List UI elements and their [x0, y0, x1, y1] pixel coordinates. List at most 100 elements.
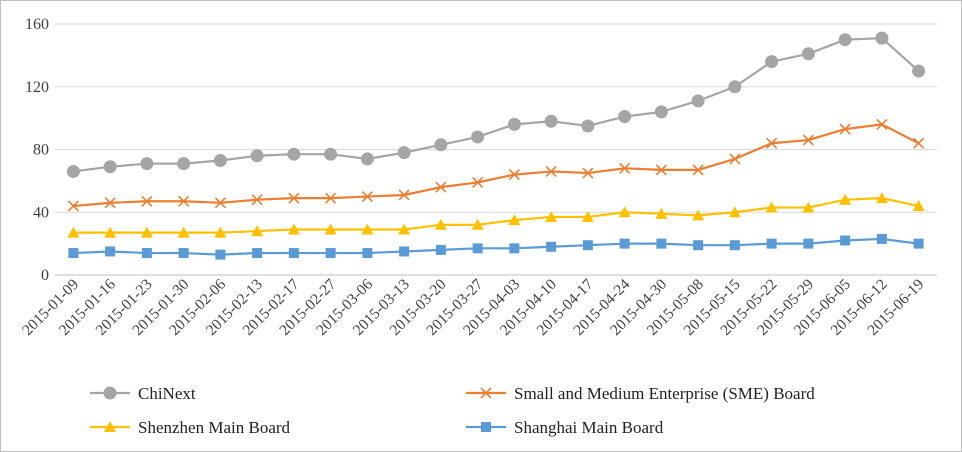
data-point [214, 197, 226, 209]
data-point [68, 248, 79, 259]
legend-marker [103, 386, 117, 400]
y-tick-label: 160 [25, 16, 49, 33]
data-point [104, 197, 116, 209]
data-point [177, 157, 191, 171]
legend: ChiNext Small and Medium Enterprise (SME)… [90, 384, 815, 437]
axes: 040801201602015-01-092015-01-162015-01-2… [19, 16, 937, 339]
data-point [104, 226, 117, 238]
data-point [105, 246, 116, 257]
legend-marker [480, 387, 492, 399]
data-point [435, 181, 447, 193]
series-chinext [66, 31, 926, 178]
series-line [73, 37, 920, 173]
data-point [875, 31, 889, 45]
y-tick-label: 0 [41, 267, 49, 284]
data-point [803, 238, 814, 249]
data-point [250, 149, 264, 163]
data-point [251, 194, 263, 206]
data-point [619, 162, 631, 174]
y-tick-label: 40 [33, 204, 49, 221]
legend-marker [104, 421, 116, 432]
data-point [618, 206, 631, 218]
data-point [656, 238, 667, 249]
data-point [692, 209, 705, 221]
data-point [765, 201, 778, 213]
data-point [691, 94, 705, 108]
data-point [838, 33, 852, 47]
legend-item: Small and Medium Enterprise (SME) Board [466, 384, 815, 403]
data-point [729, 153, 741, 165]
data-point [471, 130, 485, 144]
data-point [252, 248, 263, 259]
data-point [66, 164, 80, 178]
data-point [876, 233, 887, 244]
legend-item: ChiNext [90, 384, 196, 403]
data-point [360, 152, 374, 166]
data-point [178, 248, 189, 259]
legend-item: Shanghai Main Board [466, 418, 664, 437]
data-point [67, 226, 80, 238]
data-point [509, 243, 520, 254]
legend-label: ChiNext [138, 384, 196, 403]
y-tick-label: 80 [33, 142, 49, 159]
data-point [397, 146, 411, 160]
data-point [508, 214, 521, 226]
data-point [802, 134, 814, 146]
data-point [251, 225, 264, 237]
data-point [287, 147, 301, 161]
data-point [912, 64, 926, 78]
data-point [361, 223, 374, 235]
data-point [434, 218, 447, 230]
data-point [801, 47, 815, 61]
data-point [325, 248, 336, 259]
data-point [765, 55, 779, 69]
legend-label: Small and Medium Enterprise (SME) Board [514, 384, 815, 403]
data-point [875, 192, 888, 204]
data-point [288, 248, 299, 259]
series-layer [66, 31, 926, 260]
data-point [398, 223, 411, 235]
legend-label: Shanghai Main Board [514, 418, 664, 437]
data-point [508, 169, 520, 181]
data-point [728, 80, 742, 94]
data-point [398, 189, 410, 201]
data-point [545, 210, 558, 222]
data-point [581, 119, 595, 133]
data-point [582, 167, 594, 179]
series-line [73, 237, 919, 256]
data-point [545, 165, 557, 178]
data-point [399, 246, 410, 257]
data-point [215, 249, 226, 260]
data-point [581, 210, 594, 222]
data-point [472, 176, 484, 189]
data-point [472, 243, 483, 254]
data-point [177, 226, 190, 238]
series-shenzhen-main-board [67, 192, 925, 238]
data-point [913, 238, 924, 249]
data-point [140, 157, 154, 171]
data-point [287, 223, 300, 235]
data-point [655, 164, 667, 176]
data-point [507, 117, 521, 131]
y-tick-label: 120 [25, 79, 49, 96]
data-point [213, 153, 227, 167]
data-point [361, 190, 373, 203]
data-point [141, 248, 152, 259]
data-point [141, 195, 153, 207]
data-point [655, 207, 668, 219]
data-point [912, 199, 925, 211]
data-point [103, 160, 117, 174]
data-point [766, 137, 778, 149]
data-point [140, 226, 153, 238]
legend-marker [481, 422, 491, 432]
data-point [618, 110, 632, 124]
data-point [619, 238, 630, 249]
data-point [876, 118, 888, 130]
data-point [471, 218, 484, 230]
data-point [728, 206, 741, 218]
data-point [692, 164, 704, 176]
data-point [178, 195, 190, 207]
series-shanghai-main-board [68, 233, 924, 260]
data-point [544, 114, 558, 128]
